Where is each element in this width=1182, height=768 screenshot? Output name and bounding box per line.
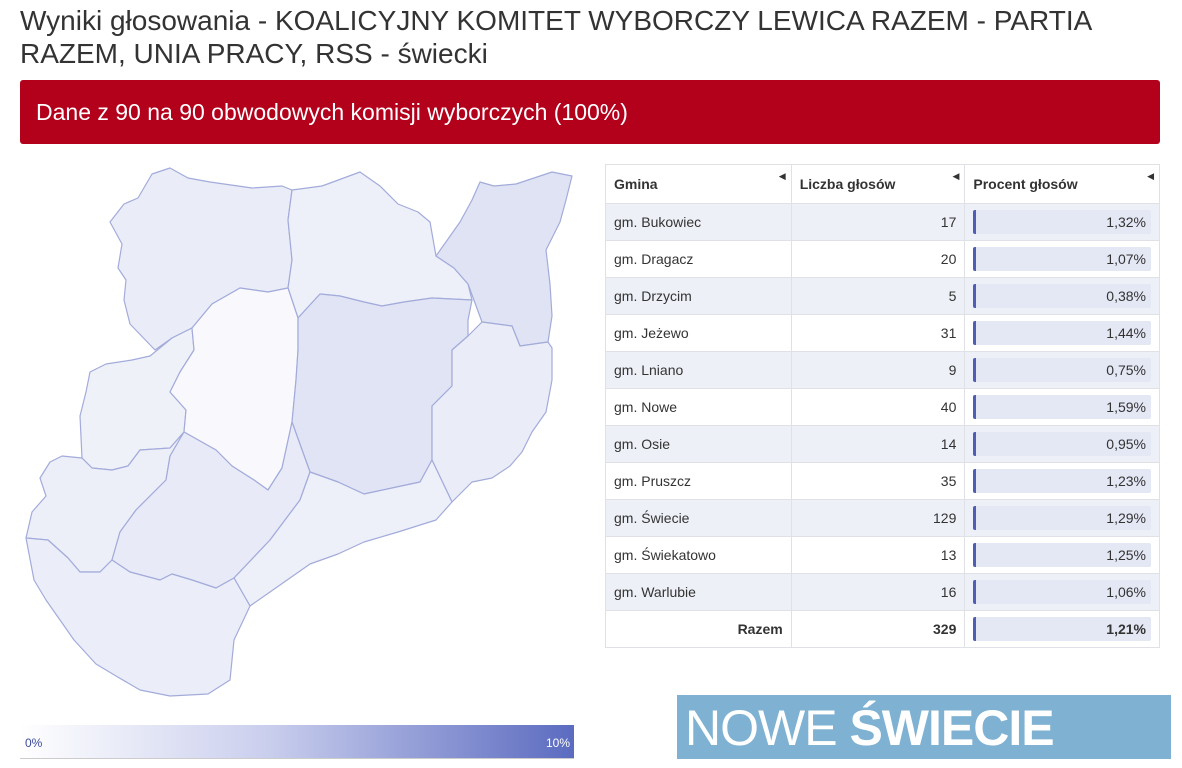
percent-cell: 0,75% — [964, 351, 1160, 389]
percent-bar: 1,44% — [973, 321, 1151, 345]
percent-bar: 1,06% — [973, 580, 1151, 604]
gmina-cell: gm. Warlubie — [605, 573, 792, 611]
map-region-swiekatowo[interactable] — [25, 537, 251, 697]
column-header-gmina[interactable]: Gmina ◀ — [605, 164, 792, 204]
percent-bar: 1,29% — [973, 506, 1151, 530]
votes-cell: 5 — [790, 277, 966, 315]
votes-cell: 129 — [790, 499, 966, 537]
total-row: Razem 329 1,21% — [605, 610, 1160, 648]
total-votes: 329 — [790, 610, 966, 648]
table-row: gm. Dragacz 20 1,07% — [605, 240, 1160, 278]
column-header-votes-label: Liczba głosów — [799, 176, 896, 192]
table-row: gm. Warlubie 16 1,06% — [605, 573, 1160, 611]
votes-cell: 31 — [790, 314, 966, 352]
legend-max-label: 10% — [545, 736, 570, 750]
column-header-percent-label: Procent głosów — [973, 176, 1078, 192]
votes-cell: 14 — [790, 425, 966, 463]
table-row: gm. Bukowiec 17 1,32% — [605, 203, 1160, 241]
sort-arrow-icon[interactable]: ◀ — [1147, 171, 1154, 181]
percent-cell: 1,29% — [964, 499, 1160, 537]
gmina-cell: gm. Bukowiec — [605, 203, 792, 241]
percent-bar: 0,75% — [973, 358, 1151, 382]
gmina-cell: gm. Pruszcz — [605, 462, 792, 500]
percent-value: 1,44% — [1106, 325, 1146, 341]
total-label: Razem — [605, 610, 792, 648]
percent-value: 1,25% — [1106, 547, 1146, 563]
gmina-cell: gm. Drzycim — [605, 277, 792, 315]
percent-bar: 1,23% — [973, 469, 1151, 493]
percent-cell: 1,07% — [964, 240, 1160, 278]
percent-cell: 1,32% — [964, 203, 1160, 241]
percent-cell: 0,38% — [964, 277, 1160, 315]
column-header-votes[interactable]: Liczba głosów ◀ — [790, 164, 966, 204]
votes-cell: 35 — [790, 462, 966, 500]
table-row: gm. Lniano 9 0,75% — [605, 351, 1160, 389]
percent-bar: 0,95% — [973, 432, 1151, 456]
total-percent-cell: 1,21% — [964, 610, 1160, 648]
percent-value: 1,59% — [1106, 399, 1146, 415]
sort-arrow-icon[interactable]: ◀ — [952, 171, 960, 181]
percent-cell: 1,59% — [964, 388, 1160, 426]
percent-value: 0,75% — [1106, 362, 1146, 378]
table-row: gm. Osie 14 0,95% — [605, 425, 1160, 463]
percent-bar: 1,32% — [973, 210, 1151, 234]
table-row: gm. Świecie 129 1,29% — [605, 499, 1160, 537]
column-header-gmina-label: Gmina — [614, 176, 658, 192]
table-row: gm. Jeżewo 31 1,44% — [605, 314, 1160, 352]
percent-cell: 0,95% — [964, 425, 1160, 463]
votes-cell: 17 — [790, 203, 966, 241]
votes-cell: 16 — [790, 573, 966, 611]
percent-value: 1,07% — [1106, 251, 1146, 267]
percent-bar: 1,21% — [973, 617, 1151, 641]
gmina-cell: gm. Dragacz — [605, 240, 792, 278]
percent-cell: 1,23% — [964, 462, 1160, 500]
percent-cell: 1,44% — [964, 314, 1160, 352]
results-table: Gmina ◀ Liczba głosów ◀ Procent głosów ◀… — [605, 164, 1160, 648]
percent-cell: 1,06% — [964, 573, 1160, 611]
table-row: gm. Pruszcz 35 1,23% — [605, 462, 1160, 500]
percent-value: 1,06% — [1106, 584, 1146, 600]
percent-value: 1,23% — [1106, 473, 1146, 489]
sort-arrow-icon[interactable]: ◀ — [778, 171, 786, 181]
legend-min-label: 0% — [25, 736, 43, 750]
votes-cell: 40 — [790, 388, 966, 426]
nowe-swiecie-logo[interactable]: NOWE ŚWIECIE — [677, 695, 1171, 759]
gmina-cell: gm. Nowe — [605, 388, 792, 426]
table-row: gm. Świekatowo 13 1,25% — [605, 536, 1160, 574]
percent-bar: 0,38% — [973, 284, 1151, 308]
percent-value: 1,32% — [1106, 214, 1146, 230]
logo-part-1: NOWE — [685, 700, 850, 756]
percent-bar: 1,59% — [973, 395, 1151, 419]
votes-cell: 9 — [790, 351, 966, 389]
percent-value: 0,95% — [1106, 436, 1146, 452]
percent-bar: 1,25% — [973, 543, 1151, 567]
percent-value: 0,38% — [1106, 288, 1146, 304]
table-row: gm. Drzycim 5 0,38% — [605, 277, 1160, 315]
data-status-banner: Dane z 90 na 90 obwodowych komisji wybor… — [20, 80, 1160, 144]
color-scale-legend: 0% 10% — [20, 725, 574, 759]
gmina-map — [20, 160, 580, 700]
gmina-cell: gm. Jeżewo — [605, 314, 792, 352]
map-region-dragacz[interactable] — [431, 321, 553, 503]
gmina-cell: gm. Osie — [605, 425, 792, 463]
percent-value: 1,29% — [1106, 510, 1146, 526]
votes-cell: 13 — [790, 536, 966, 574]
table-row: gm. Nowe 40 1,59% — [605, 388, 1160, 426]
gmina-cell: gm. Świekatowo — [605, 536, 792, 574]
logo-part-2: ŚWIECIE — [849, 700, 1054, 756]
total-percent-value: 1,21% — [1106, 621, 1146, 637]
logo-text: NOWE ŚWIECIE — [685, 700, 1055, 756]
page-title: Wyniki głosowania - KOALICYJNY KOMITET W… — [20, 5, 1091, 69]
column-header-percent[interactable]: Procent głosów ◀ — [964, 164, 1160, 204]
gmina-cell: gm. Świecie — [605, 499, 792, 537]
percent-bar: 1,07% — [973, 247, 1151, 271]
gmina-cell: gm. Lniano — [605, 351, 792, 389]
votes-cell: 20 — [790, 240, 966, 278]
percent-cell: 1,25% — [964, 536, 1160, 574]
